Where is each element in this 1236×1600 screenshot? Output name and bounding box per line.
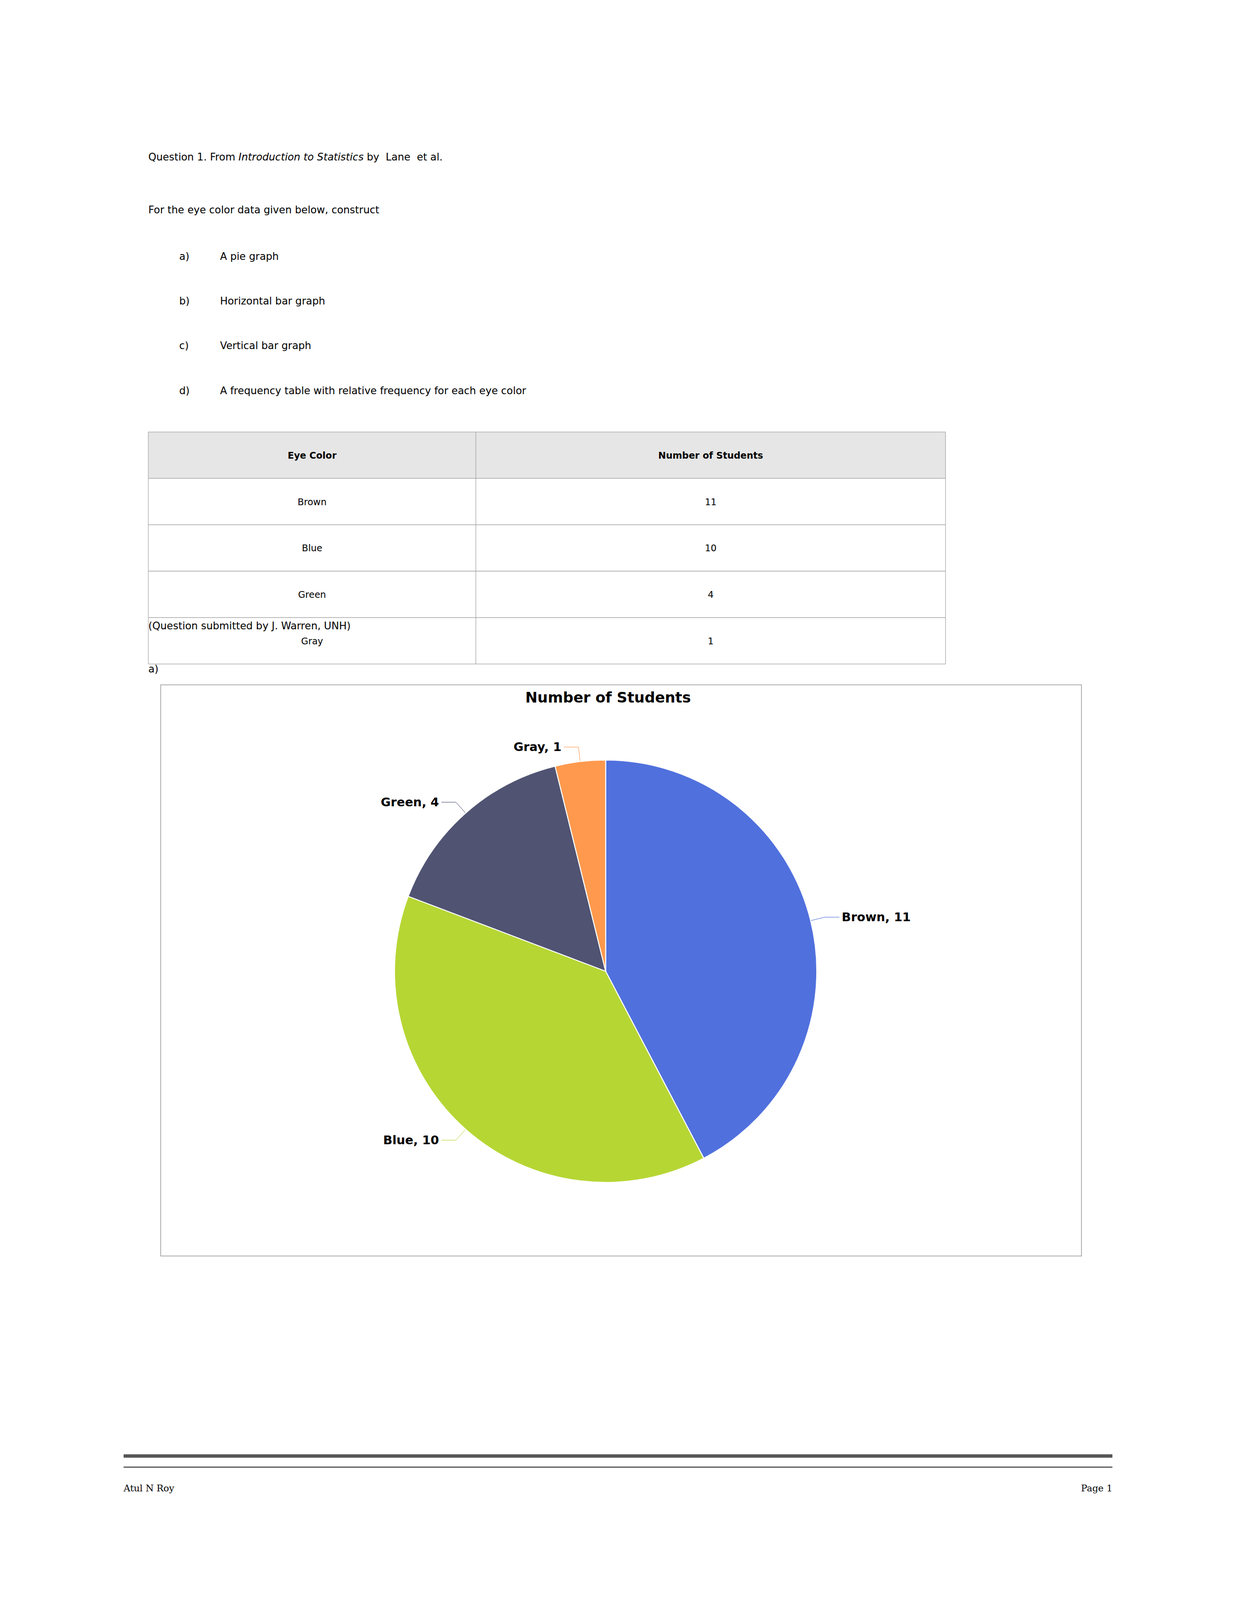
svg-text:Page 1: Page 1 bbox=[1080, 1482, 1113, 1493]
svg-text:a): a) bbox=[179, 250, 190, 263]
svg-text:Blue: Blue bbox=[301, 542, 323, 554]
svg-text:Number of Students: Number of Students bbox=[525, 688, 692, 706]
svg-text:by Lane et al.: by Lane et al. bbox=[363, 151, 443, 163]
svg-text:d): d) bbox=[179, 384, 191, 397]
svg-text:4: 4 bbox=[707, 588, 714, 600]
svg-text:A pie graph: A pie graph bbox=[220, 250, 279, 263]
svg-text:(Question submitted by J. Warr: (Question submitted by J. Warren, UNH) bbox=[148, 619, 351, 632]
svg-text:Blue, 10: Blue, 10 bbox=[382, 1132, 439, 1147]
svg-text:Introduction to Statistics: Introduction to Statistics bbox=[238, 151, 364, 163]
svg-text:Green, 4: Green, 4 bbox=[380, 794, 440, 809]
svg-text:b): b) bbox=[179, 295, 191, 307]
svg-text:a): a) bbox=[148, 663, 159, 675]
svg-text:For the eye color data given b: For the eye color data given below, cons… bbox=[148, 204, 380, 216]
svg-text:Brown, 11: Brown, 11 bbox=[841, 909, 911, 924]
svg-text:Gray: Gray bbox=[301, 635, 323, 647]
svg-text:Eye Color: Eye Color bbox=[287, 449, 337, 461]
svg-text:Gray, 1: Gray, 1 bbox=[513, 739, 562, 754]
svg-text:Green: Green bbox=[298, 588, 327, 600]
svg-text:Brown: Brown bbox=[297, 496, 327, 508]
svg-text:1: 1 bbox=[707, 635, 714, 647]
svg-text:Number of Students: Number of Students bbox=[658, 449, 763, 461]
svg-text:10: 10 bbox=[704, 542, 717, 554]
svg-text:Vertical bar graph: Vertical bar graph bbox=[220, 339, 312, 352]
svg-text:Atul N Roy: Atul N Roy bbox=[123, 1482, 175, 1493]
svg-text:A frequency table with relativ: A frequency table with relative frequenc… bbox=[220, 384, 527, 397]
svg-text:c): c) bbox=[179, 339, 190, 352]
svg-text:Question 1. From: Question 1. From bbox=[148, 151, 239, 163]
svg-text:Horizontal bar graph: Horizontal bar graph bbox=[220, 295, 326, 307]
svg-text:11: 11 bbox=[704, 496, 717, 508]
